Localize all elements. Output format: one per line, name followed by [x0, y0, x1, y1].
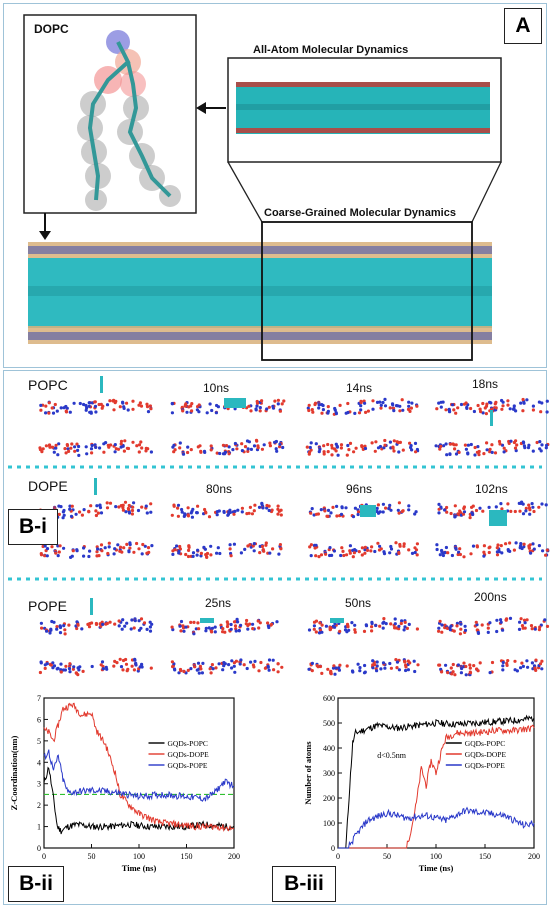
- y-tick-label: 2: [37, 801, 41, 810]
- legend-label: GQDs-DOPE: [465, 750, 507, 759]
- lipid-bilayer-leaflet: [437, 616, 550, 636]
- lipid-bilayer-leaflet: [38, 439, 153, 457]
- x-tick-label: 50: [383, 852, 391, 861]
- lipid-bilayer-leaflet: [308, 541, 419, 559]
- lipid-bilayer-leaflet: [307, 617, 419, 635]
- x-tick-label: 150: [181, 852, 193, 861]
- aa-membrane: [236, 82, 490, 134]
- gqd-particle: [200, 618, 214, 623]
- series-line: [43, 702, 234, 832]
- x-tick-label: 100: [133, 852, 145, 861]
- series-line: [43, 749, 235, 803]
- lipid-bilayer-leaflet: [170, 658, 284, 675]
- chart-z-coordination: 0 50 100 150 200 0 1 2 3 4 5 6 7 Time (ns) Z-Coordinat…: [9, 694, 240, 873]
- chart-annotation: d<0.5nm: [377, 751, 407, 760]
- lipid-bilayer-leaflet: [305, 438, 420, 457]
- y-tick-label: 6: [37, 715, 41, 724]
- y-tick-label: 0: [331, 844, 335, 853]
- lipid-bilayer-leaflet: [170, 501, 283, 519]
- y-axis-label: Number of atoms: [303, 741, 313, 805]
- x-tick-label: 100: [430, 852, 442, 861]
- lipid-bilayer-leaflet: [437, 658, 544, 677]
- membrane-snapshots: [38, 376, 550, 677]
- gqd-particle: [224, 398, 246, 408]
- y-tick-label: 4: [37, 758, 41, 767]
- legend-label: GQDs-POPC: [465, 739, 505, 748]
- x-axis-label: Time (ns): [122, 863, 157, 873]
- cg-membrane: [28, 242, 492, 344]
- gqd-particle: [360, 505, 376, 517]
- gqd-particle: [100, 376, 103, 393]
- panel-bi-label: B-i: [8, 509, 58, 545]
- y-tick-label: 600: [323, 694, 335, 703]
- y-tick-label: 1: [37, 823, 41, 832]
- lipid-bilayer-leaflet: [39, 398, 153, 415]
- y-tick-label: 7: [37, 694, 41, 703]
- x-tick-label: 150: [479, 852, 491, 861]
- gqd-particle: [94, 478, 97, 495]
- y-axis-label: Z-Coordination(nm): [9, 736, 19, 811]
- lipid-bilayer-leaflet: [39, 617, 154, 636]
- x-tick-label: 0: [336, 852, 340, 861]
- y-tick-label: 200: [323, 794, 335, 803]
- lipid-label-pope: POPE: [28, 598, 67, 614]
- lipid-bilayer-leaflet: [435, 541, 550, 559]
- gqd-particle: [489, 510, 507, 526]
- lipid-bilayer-leaflet: [39, 541, 154, 560]
- series-line: [43, 766, 234, 835]
- x-tick-label: 50: [88, 852, 96, 861]
- cg-title: Coarse-Grained Molecular Dynamics: [264, 207, 456, 219]
- x-tick-label: 200: [528, 852, 540, 861]
- y-tick-label: 300: [323, 769, 335, 778]
- y-tick-label: 3: [37, 780, 41, 789]
- time-label: 10ns: [203, 381, 230, 395]
- gqd-particle: [490, 410, 493, 426]
- legend-label: GQDs-POPE: [465, 761, 505, 770]
- series-line: [338, 724, 535, 849]
- gqd-particle: [330, 618, 344, 623]
- x-tick-label: 0: [42, 852, 46, 861]
- x-tick-label: 200: [228, 852, 240, 861]
- legend-label: GQDs-POPE: [168, 761, 208, 770]
- y-tick-label: 5: [37, 737, 41, 746]
- time-label: 102ns: [475, 482, 508, 496]
- time-label: 18ns: [472, 377, 499, 391]
- gqd-particle: [90, 598, 93, 615]
- y-tick-label: 100: [323, 819, 335, 828]
- panel-biii-label: B-iii: [272, 866, 336, 902]
- legend-label: GQDs-DOPE: [168, 750, 210, 759]
- lipid-label-dope: DOPE: [28, 478, 68, 494]
- time-label: 96ns: [346, 482, 373, 496]
- time-label: 200ns: [474, 590, 507, 604]
- series-line: [338, 714, 535, 849]
- lipid-bilayer-leaflet: [437, 500, 548, 520]
- chart-number-of-atoms: 0 50 100 150 200 0 100 200 300 400 500 600 Time (ns)…: [303, 694, 540, 873]
- lipid-bilayer-leaflet: [171, 541, 283, 560]
- lipid-bilayer-leaflet: [171, 438, 285, 456]
- panel-a-label: A: [504, 8, 542, 44]
- time-label: 50ns: [345, 596, 372, 610]
- y-tick-label: 0: [37, 844, 41, 853]
- series-line: [338, 806, 535, 849]
- time-label: 80ns: [206, 482, 233, 496]
- lipid-bilayer-leaflet: [435, 397, 549, 416]
- dopc-title: DOPC: [34, 22, 69, 36]
- lipid-bilayer-leaflet: [170, 617, 279, 636]
- lipid-bilayer-leaflet: [306, 397, 419, 416]
- y-tick-label: 500: [323, 719, 335, 728]
- lipid-bilayer-leaflet: [434, 439, 550, 457]
- y-tick-label: 400: [323, 744, 335, 753]
- lipid-bilayer-leaflet: [307, 658, 420, 676]
- panel-bii-label: B-ii: [8, 866, 64, 902]
- lipid-bilayer-leaflet: [38, 657, 153, 677]
- cg-zoom-box: [261, 221, 473, 361]
- x-axis-label: Time (ns): [419, 863, 454, 873]
- lipid-label-popc: POPC: [28, 377, 68, 393]
- legend-label: GQDs-POPC: [168, 739, 208, 748]
- time-label: 14ns: [346, 381, 373, 395]
- aa-title: All-Atom Molecular Dynamics: [253, 44, 409, 56]
- dopc-molecule: [77, 30, 181, 211]
- time-label: 25ns: [205, 596, 232, 610]
